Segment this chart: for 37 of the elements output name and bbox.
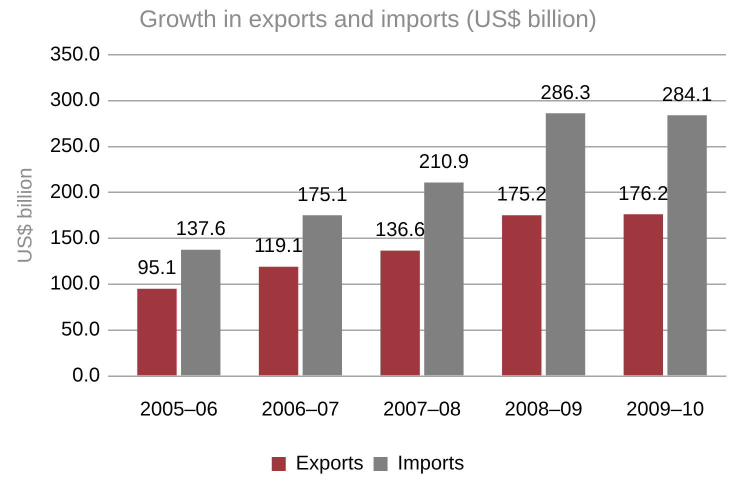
x-tick-label: 2009–10 xyxy=(626,398,704,421)
bar xyxy=(624,214,664,376)
data-label: 284.1 xyxy=(662,84,712,106)
data-label: 95.1 xyxy=(137,257,176,280)
bar xyxy=(502,215,542,376)
chart-title: Growth in exports and imports (US$ billion) xyxy=(139,6,597,34)
data-label: 175.2 xyxy=(496,184,547,206)
y-tick-label: 300.0 xyxy=(50,89,100,112)
y-tick-label: 350.0 xyxy=(50,43,100,66)
bar xyxy=(137,288,177,376)
x-tick-label: 2005–06 xyxy=(140,398,218,421)
bar xyxy=(181,250,220,376)
legend-label: Imports xyxy=(398,452,464,475)
bar xyxy=(380,250,420,376)
data-label: 210.9 xyxy=(418,150,469,173)
data-label: 119.1 xyxy=(254,235,303,258)
y-tick-label: 250.0 xyxy=(50,135,100,158)
y-tick-label: 0.0 xyxy=(72,364,100,387)
x-tick-label: 2008–09 xyxy=(504,398,583,421)
y-tick-label: 50.0 xyxy=(61,318,100,341)
data-label: 286.3 xyxy=(540,82,591,104)
legend-label: Exports xyxy=(296,452,364,475)
data-label: 176.2 xyxy=(618,182,668,205)
bar xyxy=(546,113,586,376)
y-tick-label: 100.0 xyxy=(50,272,100,295)
bar xyxy=(667,115,707,376)
bar xyxy=(302,215,342,376)
data-label: 175.1 xyxy=(297,184,348,206)
bar xyxy=(258,266,298,376)
bar xyxy=(424,182,464,376)
x-tick-label: 2006–07 xyxy=(261,398,340,421)
y-tick-label: 200.0 xyxy=(50,180,100,203)
x-tick-label: 2007–08 xyxy=(383,398,461,421)
data-label: 137.6 xyxy=(176,218,226,240)
y-axis-title: US$ billion xyxy=(14,168,37,264)
data-label: 136.6 xyxy=(375,219,426,242)
y-tick-label: 150.0 xyxy=(50,226,100,249)
